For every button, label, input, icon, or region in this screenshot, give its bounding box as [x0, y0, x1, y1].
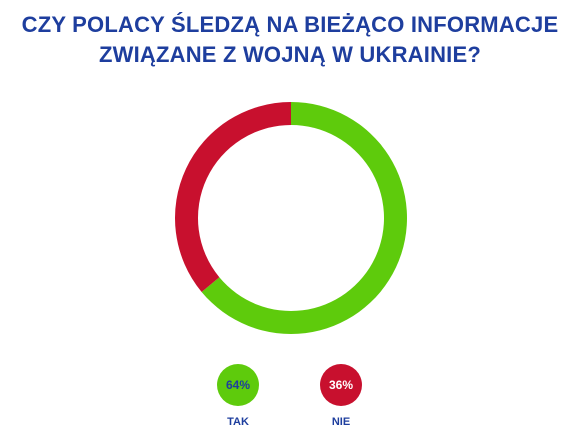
chart-title-line-2: ZWIĄZANE Z WOJNĄ W UKRAINIE?	[98, 42, 481, 67]
legend-badge-nie: 36%	[320, 364, 362, 406]
donut-slice-tak	[201, 102, 408, 334]
chart-title-line-1: CZY POLACY ŚLEDZĄ NA BIEŻĄCO INFORMACJE	[21, 12, 559, 37]
chart-title: CZY POLACY ŚLEDZĄ NA BIEŻĄCO INFORMACJE …	[0, 10, 580, 70]
legend-label-tak: TAK	[227, 416, 249, 428]
legend-label-nie: NIE	[331, 416, 351, 428]
legend-value-tak: 64%	[225, 378, 251, 392]
legend-item-tak: 64% TAK	[208, 364, 268, 428]
legend-value-nie: 36%	[328, 378, 354, 392]
legend-badge-tak: 64%	[217, 364, 259, 406]
legend-item-nie: 36% NIE	[311, 364, 371, 428]
donut-slice-nie	[175, 102, 291, 292]
